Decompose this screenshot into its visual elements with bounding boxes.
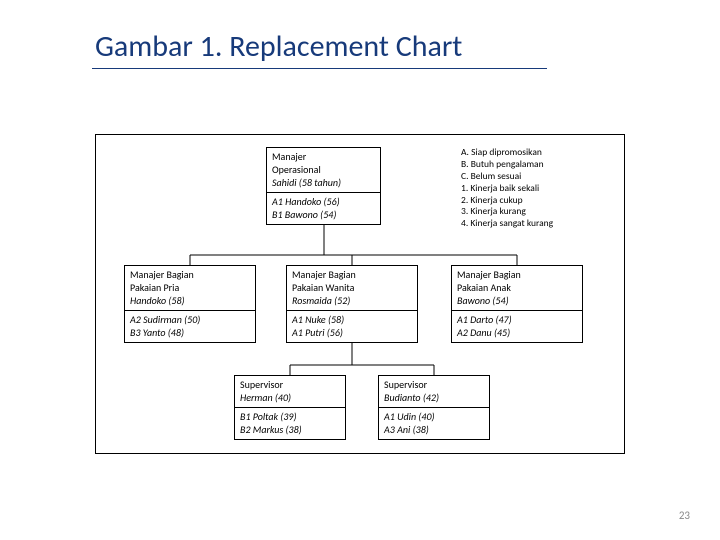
node-role: Pakaian Anak [457, 281, 577, 294]
candidate: B3 Yanto (48) [130, 326, 250, 339]
node-role: Pakaian Wanita [292, 281, 412, 294]
org-node-sup2-candidates: A1 Udin (40)A3 Ani (38) [378, 408, 490, 440]
legend-row: C. Belum sesuai [461, 171, 553, 183]
legend-row: 1. Kinerja baik sekali [461, 183, 553, 195]
org-node-wanita-candidates: A1 Nuke (58)A1 Putri (56) [286, 311, 418, 343]
node-person: Budianto (42) [384, 391, 484, 404]
org-node-pria-candidates: A2 Sudirman (50)B3 Yanto (48) [124, 311, 256, 343]
node-role: Pakaian Pria [130, 281, 250, 294]
title-underline [92, 68, 547, 69]
node-person: Herman (40) [240, 391, 340, 404]
org-node-sup1: SupervisorHerman (40) [234, 375, 346, 408]
candidate: B1 Bawono (54) [272, 208, 375, 221]
node-role: Operasional [272, 163, 375, 176]
candidate: A1 Nuke (58) [292, 313, 412, 326]
node-person: Bawono (54) [457, 294, 577, 307]
node-role: Supervisor [384, 378, 484, 391]
node-person: Handoko (58) [130, 294, 250, 307]
page-number: 23 [679, 509, 690, 522]
candidate: B1 Poltak (39) [240, 410, 340, 423]
org-chart: A. Siap dipromosikanB. Butuh pengalamanC… [96, 135, 624, 453]
node-role: Manajer [272, 150, 375, 163]
node-role: Supervisor [240, 378, 340, 391]
page-title: Gambar 1. Replacement Chart [95, 28, 462, 65]
node-role: Manajer Bagian [130, 268, 250, 281]
org-node-sup2: SupervisorBudianto (42) [378, 375, 490, 408]
candidate: A2 Sudirman (50) [130, 313, 250, 326]
legend-row: B. Butuh pengalaman [461, 159, 553, 171]
org-node-sup1-candidates: B1 Poltak (39)B2 Markus (38) [234, 408, 346, 440]
candidate: A1 Darto (47) [457, 313, 577, 326]
candidate: A3 Ani (38) [384, 423, 484, 436]
legend-row: 4. Kinerja sangat kurang [461, 218, 553, 230]
candidate: B2 Markus (38) [240, 423, 340, 436]
org-node-anak: Manajer BagianPakaian AnakBawono (54) [451, 265, 583, 311]
node-role: Manajer Bagian [457, 268, 577, 281]
candidate: A1 Udin (40) [384, 410, 484, 423]
org-node-pria: Manajer BagianPakaian PriaHandoko (58) [124, 265, 256, 311]
org-node-wanita: Manajer BagianPakaian WanitaRosmaida (52… [286, 265, 418, 311]
node-person: Sahidi (58 tahun) [272, 176, 375, 189]
candidate: A1 Putri (56) [292, 326, 412, 339]
candidate: A1 Handoko (56) [272, 195, 375, 208]
candidate: A2 Danu (45) [457, 326, 577, 339]
org-node-anak-candidates: A1 Darto (47)A2 Danu (45) [451, 311, 583, 343]
chart-frame: A. Siap dipromosikanB. Butuh pengalamanC… [95, 134, 625, 454]
legend: A. Siap dipromosikanB. Butuh pengalamanC… [461, 147, 553, 230]
org-node-ops: ManajerOperasionalSahidi (58 tahun) [266, 147, 381, 193]
node-role: Manajer Bagian [292, 268, 412, 281]
org-node-ops-candidates: A1 Handoko (56)B1 Bawono (54) [266, 193, 381, 225]
node-person: Rosmaida (52) [292, 294, 412, 307]
